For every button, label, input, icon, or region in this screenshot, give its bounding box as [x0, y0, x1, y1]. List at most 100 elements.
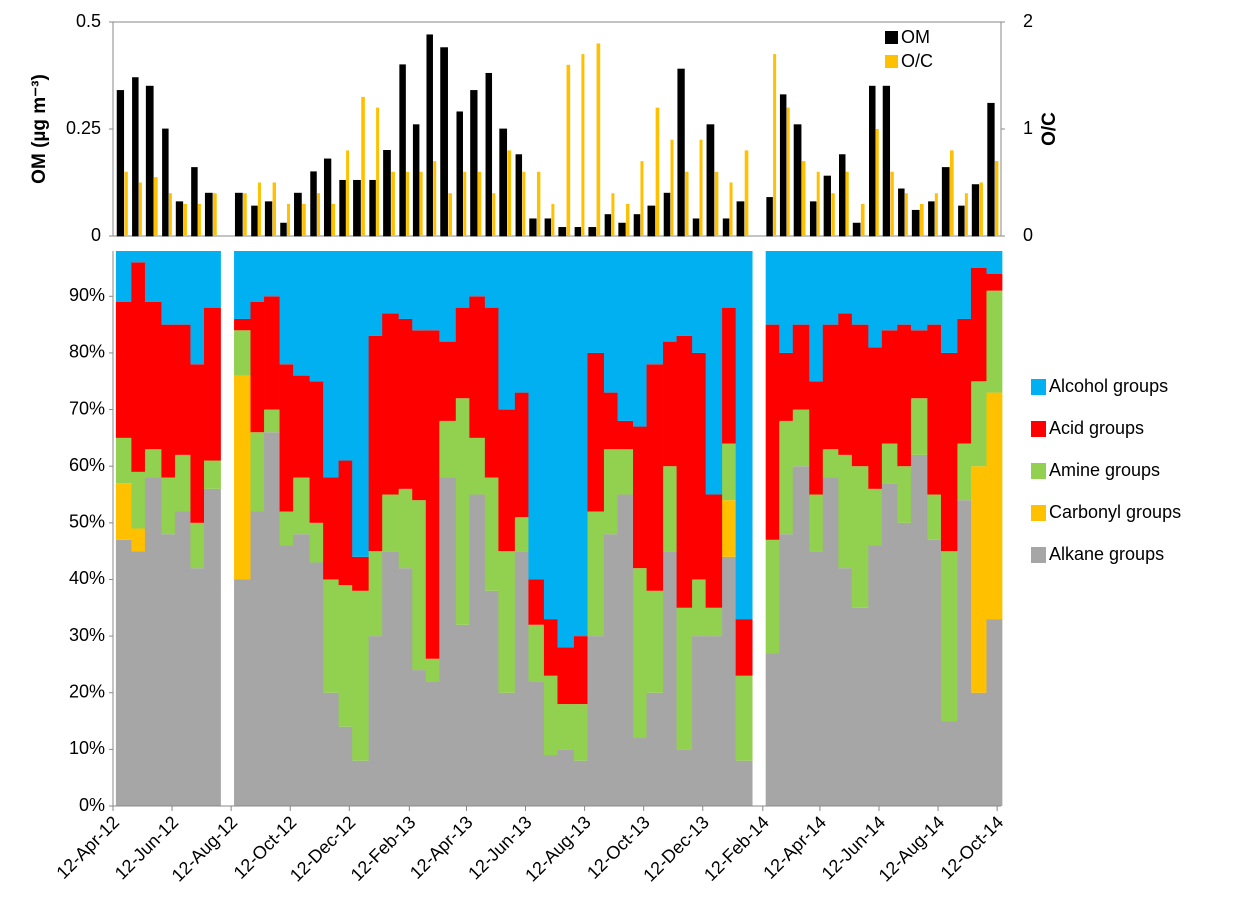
legend-swatch: [885, 31, 898, 44]
stack-segment: [986, 273, 1003, 291]
stack-segment: [881, 483, 898, 806]
y-axis-label: OM (µg m⁻³): [29, 74, 50, 184]
stack-segment: [115, 483, 132, 540]
stack-segment: [735, 675, 753, 761]
stack-segment: [439, 420, 457, 478]
bar: [766, 197, 773, 237]
stack-segment: [514, 551, 529, 806]
bar: [204, 192, 213, 237]
bar: [522, 171, 526, 236]
bar: [869, 85, 876, 237]
stack-segment: [792, 324, 810, 410]
stack-segment: [822, 251, 839, 325]
stack-segment: [498, 692, 516, 806]
legend-label: Carbonyl groups: [1049, 502, 1181, 522]
bar: [699, 139, 703, 236]
bar: [736, 201, 745, 237]
bar: [310, 171, 317, 237]
bar: [243, 193, 247, 236]
stack-segment: [144, 301, 162, 450]
stack-segment: [676, 335, 693, 608]
stack-segment: [264, 432, 280, 806]
stack-segment: [368, 636, 383, 806]
stack-segment: [382, 251, 400, 314]
stack-segment: [779, 420, 794, 535]
stack-segment: [970, 251, 987, 268]
stack-segment: [250, 511, 265, 806]
bar: [685, 171, 689, 236]
stack-segment: [412, 500, 427, 671]
stack-segment: [940, 352, 958, 552]
stack-segment: [603, 251, 618, 393]
stack-segment: [927, 324, 942, 495]
stack-segment: [264, 251, 280, 297]
bar: [692, 218, 700, 237]
stack-segment: [986, 251, 1003, 274]
bar: [852, 222, 861, 237]
bar: [419, 171, 423, 236]
y-tick-label: 0: [91, 225, 101, 245]
legend-swatch: [885, 55, 898, 68]
bar: [809, 201, 817, 237]
y-tick-label: 20%: [69, 681, 105, 701]
bar: [361, 96, 365, 237]
stack-segment: [617, 494, 634, 806]
stack-segment: [174, 324, 191, 455]
stack-segment: [484, 307, 499, 478]
bar: [744, 150, 749, 236]
bar: [574, 227, 582, 237]
stack-segment: [851, 324, 869, 467]
stack-segment: [309, 251, 324, 382]
stack-segment: [603, 392, 618, 450]
stack-segment: [293, 375, 310, 478]
bar: [904, 193, 908, 236]
stack-segment: [190, 364, 205, 523]
stack-segment: [484, 590, 499, 806]
bar: [492, 193, 496, 236]
y-tick-label: 40%: [69, 568, 105, 588]
stack-segment: [603, 534, 618, 806]
stack-segment: [425, 330, 440, 659]
bar: [485, 72, 493, 237]
legend-label: O/C: [901, 51, 933, 71]
stack-segment: [234, 318, 251, 331]
bar: [773, 54, 777, 236]
stack-segment: [323, 251, 340, 478]
stack-segment: [144, 251, 162, 302]
stack-segment: [927, 494, 942, 540]
stack-segment: [190, 522, 205, 569]
stack-segment: [455, 307, 470, 399]
bar: [317, 193, 321, 236]
stack-segment: [970, 267, 987, 382]
legend-label: Alcohol groups: [1049, 376, 1168, 396]
stack-segment: [543, 251, 558, 620]
stack-segment: [279, 364, 294, 512]
stack-segment: [692, 579, 707, 637]
stack-segment: [338, 585, 353, 727]
bar: [633, 214, 641, 237]
stack-segment: [161, 534, 176, 806]
stack-segment: [131, 551, 146, 806]
stack-segment: [309, 522, 324, 563]
stack-segment: [910, 398, 928, 455]
stack-segment: [352, 590, 370, 761]
stack-segment: [617, 449, 634, 495]
stack-segment: [425, 681, 440, 806]
bar: [399, 64, 406, 237]
bar: [376, 107, 380, 236]
stack-segment: [722, 500, 737, 557]
bar: [875, 129, 879, 236]
stack-segment: [144, 477, 162, 806]
bar: [831, 193, 835, 236]
bar: [911, 209, 920, 237]
bar: [515, 154, 523, 237]
stack-segment: [528, 251, 545, 580]
stack-segment: [851, 466, 869, 608]
bar: [729, 182, 733, 236]
stack-segment: [910, 454, 928, 806]
stack-segment: [822, 449, 839, 478]
bar: [280, 222, 287, 237]
bar: [448, 193, 453, 236]
stack-segment: [646, 364, 664, 591]
bar: [234, 192, 243, 237]
